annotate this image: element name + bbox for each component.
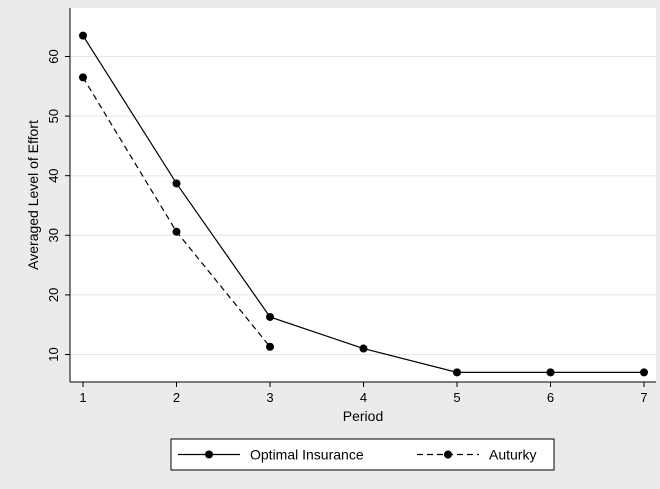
x-axis-label: Period	[343, 408, 383, 424]
x-tick-label-5: 5	[453, 390, 460, 405]
x-tick-label-4: 4	[360, 390, 367, 405]
series-1-point-2	[266, 342, 274, 351]
series-0-point-4	[453, 368, 461, 377]
series-0-point-6	[640, 368, 648, 377]
x-tick-label-6: 6	[547, 390, 554, 405]
plot-area	[70, 8, 656, 382]
legend-marker-0	[205, 450, 213, 459]
series-layer	[79, 31, 648, 377]
y-tick-label-60: 60	[46, 49, 61, 63]
series-0-point-3	[359, 344, 368, 353]
y-axis-label: Averaged Level of Effort	[25, 120, 41, 270]
y-tick-label-20: 20	[46, 288, 61, 302]
series-1-point-1	[172, 227, 181, 236]
legend-label-1: Auturky	[489, 447, 536, 463]
series-0-point-2	[266, 312, 274, 321]
x-tick-label-3: 3	[266, 390, 273, 405]
y-tick-label-30: 30	[46, 228, 61, 242]
y-tick-label-10: 10	[46, 347, 61, 361]
series-0-point-0	[79, 31, 87, 40]
x-tick-label-2: 2	[173, 390, 180, 405]
axes: 10 20 30 40 50 60 1 2 3 4 5 6 7	[46, 8, 656, 405]
y-tick-label-50: 50	[46, 109, 61, 123]
legend-marker-1	[444, 450, 452, 459]
legend-label-0: Optimal Insurance	[250, 447, 364, 463]
series-1-point-0	[79, 73, 87, 82]
legend: Optimal Insurance Auturky	[170, 438, 555, 471]
y-tick-label-40: 40	[46, 168, 61, 182]
x-tick-label-1: 1	[79, 390, 86, 405]
series-0-point-5	[546, 368, 555, 377]
x-tick-label-7: 7	[640, 390, 647, 405]
grid-lines	[70, 56, 656, 355]
series-0-point-1	[172, 179, 181, 188]
